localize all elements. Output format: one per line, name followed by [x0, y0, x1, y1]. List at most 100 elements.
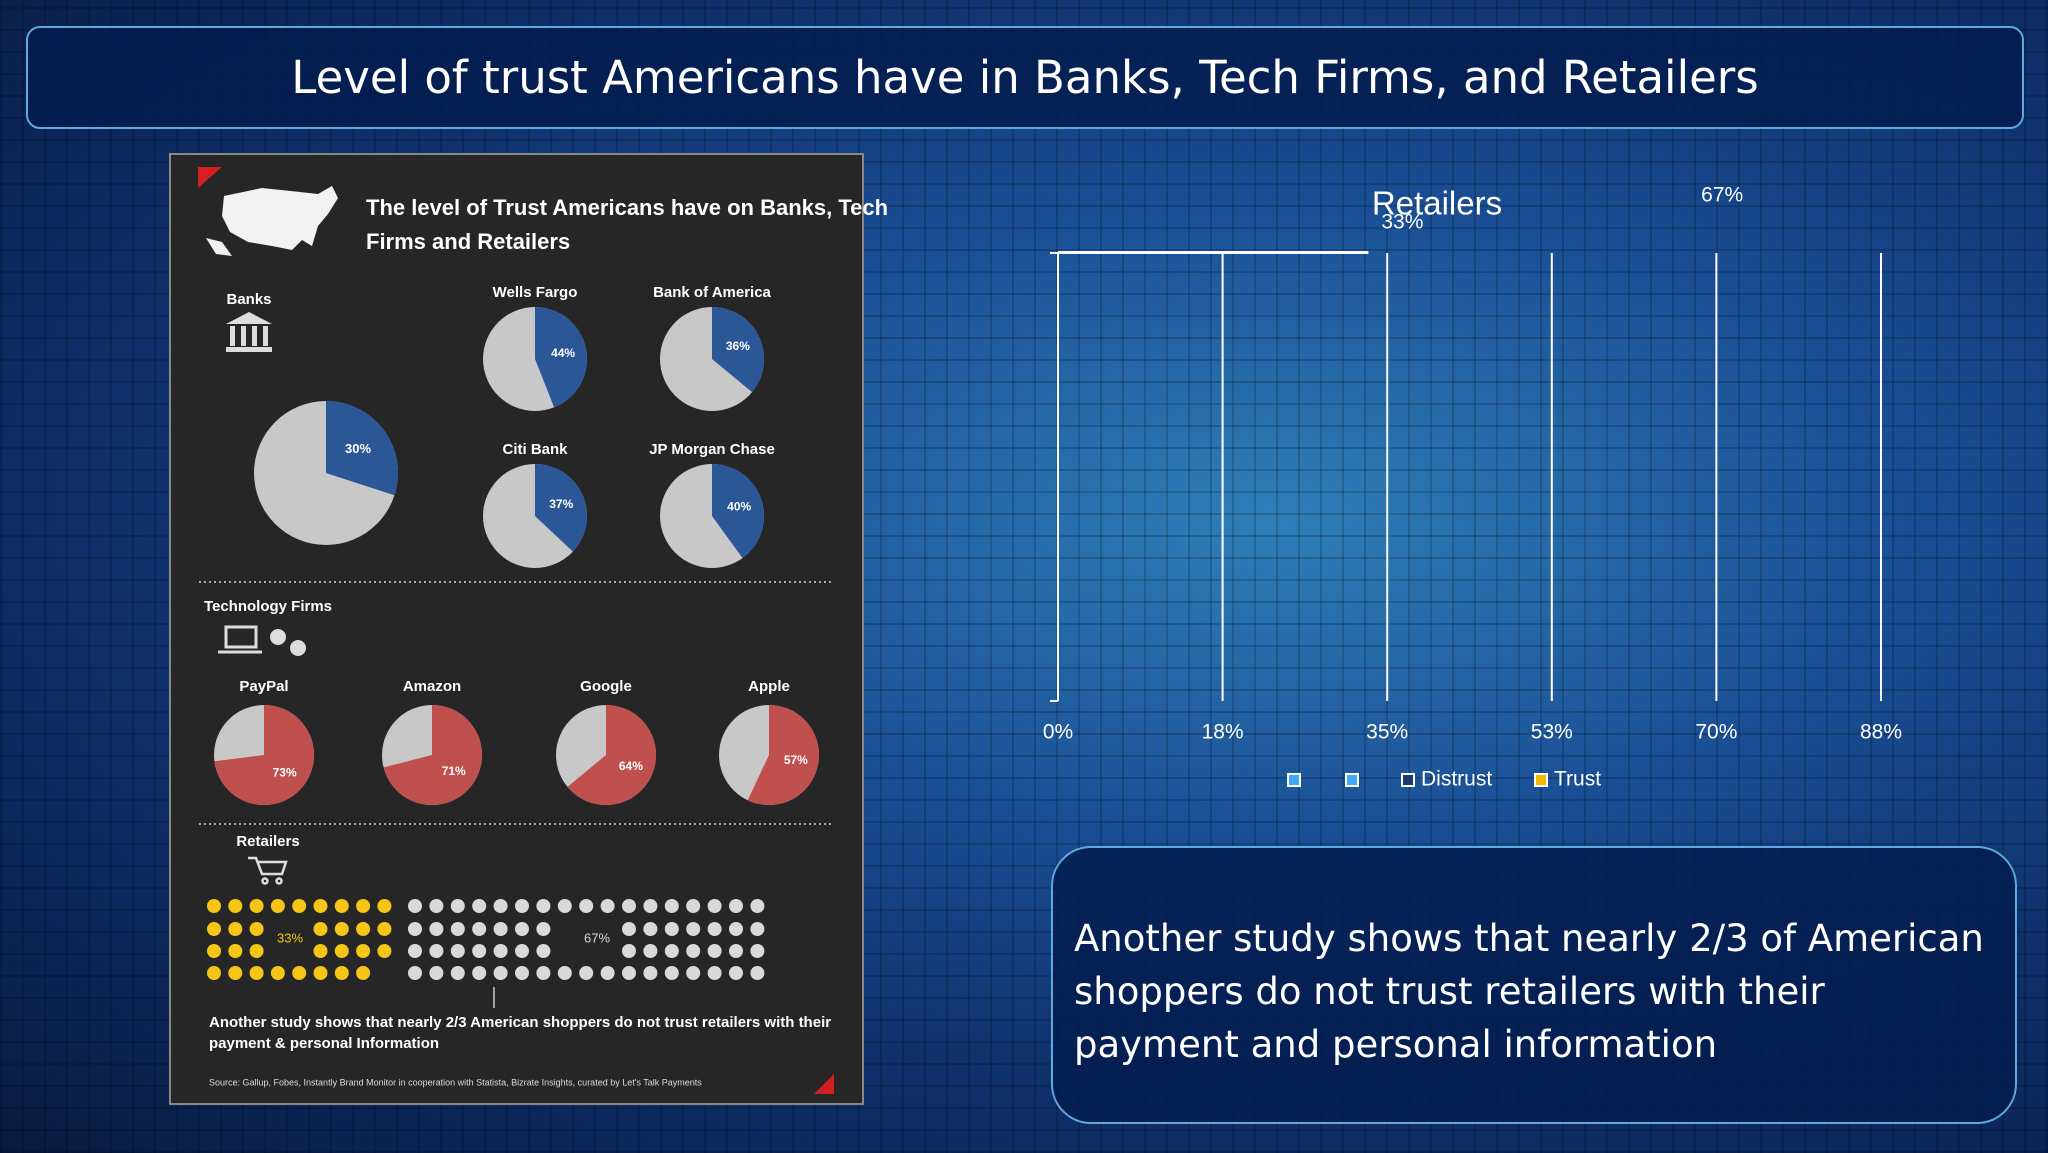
distrust-dot — [515, 966, 529, 980]
distrust-dot — [536, 922, 551, 936]
distrust-dot — [472, 899, 487, 913]
distrust-dot — [429, 944, 444, 958]
distrust-dot — [750, 966, 765, 980]
distrust-dot — [643, 922, 658, 936]
distrust-dot — [622, 899, 636, 913]
trust-dot — [377, 922, 392, 936]
dots-label: 67% — [584, 930, 610, 945]
distrust-dot — [450, 944, 465, 958]
pie-slice — [567, 705, 656, 806]
x-tick-label: 35% — [1366, 721, 1408, 744]
us-map-icon — [222, 186, 338, 250]
x-tick-label: 53% — [1531, 721, 1573, 744]
x-tick-label: 88% — [1860, 721, 1902, 744]
x-tick-label: 18% — [1202, 721, 1244, 744]
distrust-dot — [493, 944, 508, 958]
trust-dot — [292, 899, 307, 913]
section-label: Banks — [226, 291, 271, 308]
distrust-dot — [450, 922, 465, 936]
trust-dot — [228, 922, 243, 936]
company-name: Bank of America — [653, 284, 771, 301]
distrust-dot — [450, 899, 465, 913]
corner — [814, 1074, 834, 1094]
pie-slice — [214, 705, 314, 805]
distrust-dot — [729, 966, 743, 980]
company-name: Amazon — [403, 678, 461, 695]
pie-label: 44% — [551, 346, 575, 360]
distrust-dot — [707, 922, 722, 936]
distrust-dot — [429, 922, 444, 936]
cart-icon — [248, 856, 288, 885]
distrust-dot — [408, 966, 422, 980]
distrust-dot — [664, 966, 679, 980]
trust-dot — [249, 966, 264, 980]
legend-label: Trust — [1554, 768, 1601, 791]
trust-dot — [207, 966, 221, 980]
trust-dot — [270, 966, 285, 980]
distrust-dot — [600, 899, 615, 913]
company-name: Citi Bank — [502, 441, 568, 458]
distrust-dot — [643, 899, 658, 913]
distrust-dot — [622, 922, 636, 936]
trust-dot — [249, 899, 264, 913]
distrust-dot — [557, 966, 572, 980]
distrust-dot — [664, 944, 679, 958]
laptop-icon — [218, 625, 262, 654]
bar — [1058, 232, 1688, 235]
distrust-dot — [557, 899, 572, 913]
pie-label: 71% — [442, 764, 466, 778]
distrust-dot — [408, 944, 422, 958]
distrust-dot — [729, 899, 743, 913]
trust-dot — [270, 899, 285, 913]
distrust-dot — [579, 966, 594, 980]
company-name: JP Morgan Chase — [649, 441, 775, 458]
bank-icon — [226, 312, 272, 352]
bar-label: 67% — [1701, 184, 1743, 207]
us-map-icon — [206, 238, 232, 256]
legend-swatch — [1401, 773, 1415, 787]
company-name: PayPal — [239, 678, 288, 695]
trust-dot — [313, 944, 328, 958]
pie-slice — [747, 705, 820, 805]
distrust-dot — [729, 944, 743, 958]
chart-title: Retailers — [1372, 185, 1502, 222]
company-name: Google — [580, 678, 632, 695]
trust-dot — [313, 966, 328, 980]
distrust-dot — [750, 899, 765, 913]
pie-label: 64% — [619, 759, 643, 773]
pie-label: 37% — [549, 497, 573, 511]
distrust-dot — [408, 899, 422, 913]
gears-icon — [270, 629, 306, 656]
distrust-dot — [579, 899, 594, 913]
trust-dot — [228, 899, 243, 913]
infographic-note: Another study shows that nearly 2/3 Amer… — [209, 1014, 832, 1052]
distrust-dot — [729, 922, 743, 936]
distrust-dot — [622, 944, 636, 958]
distrust-dot — [408, 922, 422, 936]
slide-title: Level of trust Americans have in Banks, … — [26, 26, 2024, 129]
distrust-dot — [707, 966, 722, 980]
legend-swatch — [1345, 773, 1359, 787]
infographic-title: The level of Trust Americans have on Ban… — [366, 195, 888, 220]
distrust-dot — [429, 966, 444, 980]
x-tick-label: 0% — [1043, 721, 1073, 744]
section-label: Technology Firms — [204, 598, 332, 615]
trust-dot — [207, 899, 221, 913]
distrust-dot — [472, 944, 487, 958]
distrust-dot — [472, 966, 487, 980]
bar — [1058, 251, 1369, 254]
distrust-dot — [429, 899, 444, 913]
distrust-dot — [686, 944, 701, 958]
pie-label: 73% — [273, 765, 297, 779]
distrust-dot — [643, 944, 658, 958]
distrust-dot — [686, 899, 701, 913]
legend-swatch — [1534, 773, 1548, 787]
trust-dot — [334, 922, 349, 936]
pie-slice — [535, 306, 588, 408]
distrust-dot — [707, 944, 722, 958]
pie-slice — [535, 464, 587, 552]
trust-dot — [207, 944, 221, 958]
trust-dot — [313, 922, 328, 936]
distrust-dot — [515, 944, 529, 958]
distrust-dot — [600, 966, 615, 980]
